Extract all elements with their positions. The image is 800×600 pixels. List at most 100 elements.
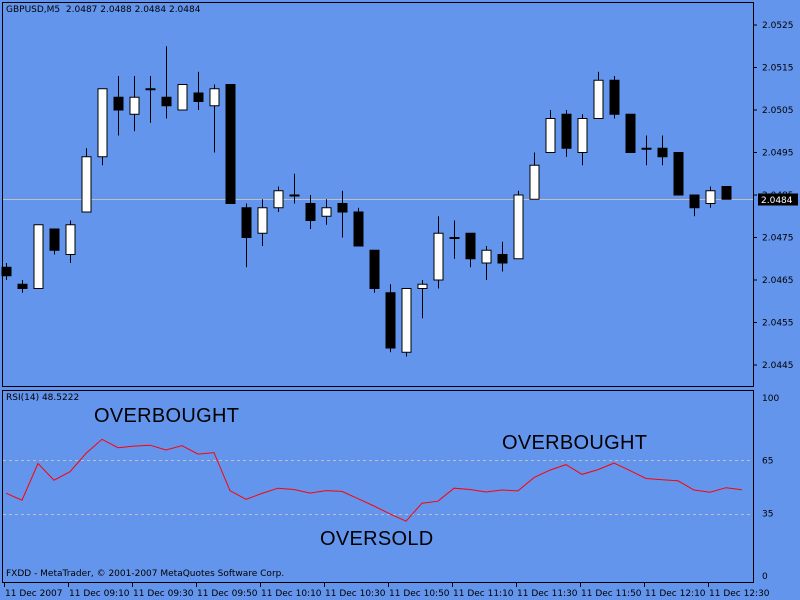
candle [417,280,428,319]
bull-candle-body [97,88,108,158]
bear-candle-body [657,147,668,158]
candle [145,76,156,123]
main-chart-frame [2,2,754,387]
candle [481,246,492,280]
candle [273,186,284,212]
copyright-footer: FXDD - MetaTrader, © 2001-2007 MetaQuote… [6,569,285,579]
time-tick-label: 11 Dec 11:10 [453,589,514,599]
bull-candle-body [449,237,460,239]
rsi-series [5,438,743,522]
bull-candle-body [401,288,412,353]
bear-candle-body [49,228,60,251]
rsi-line [5,438,743,522]
rsi-tick-label: 0 [762,572,768,582]
candle [337,190,348,238]
rsi-title: RSI(14) 48.5222 [6,393,80,403]
candle [401,288,412,357]
bear-candle-body [193,92,204,102]
candle [385,284,396,353]
candle [689,194,700,217]
ohlc-readout: 2.0487 2.0488 2.0484 2.0484 [65,5,201,15]
rsi-tick-label: 35 [762,510,773,520]
bull-candle-body [209,88,220,107]
time-tick-label: 11 Dec 09:30 [133,589,194,599]
candle [577,114,588,166]
bear-candle-body [625,113,636,153]
bear-candle-body [305,203,316,221]
candle [241,203,252,268]
candle [657,135,668,166]
bear-candle-body [353,211,364,247]
rsi-tick-label: 65 [762,456,773,466]
candle [225,84,236,204]
bull-candle-body [545,118,556,153]
candle [193,71,204,110]
bear-candle-body [1,266,12,277]
price-tick-label: 2.0495 [762,149,794,159]
bear-candle-body [337,203,348,213]
candle [673,152,684,196]
bull-candle-body [129,96,140,115]
candle [561,110,572,157]
bear-candle-body [673,152,684,196]
bull-candle-body [593,79,604,119]
time-tick-label: 11 Dec 10:30 [325,589,386,599]
bear-candle-body [465,232,476,260]
bull-candle-body [81,156,92,213]
current-price-label: 2.0484 [761,196,793,206]
bear-candle-body [721,186,732,200]
bear-candle-body [161,96,172,107]
bull-candle-body [481,249,492,264]
axis-layer: 2.05252.05152.05052.04952.04852.04752.04… [4,21,798,599]
price-tick-label: 2.0515 [762,64,794,74]
bull-candle-body [273,190,284,209]
rsi-subwindow-frame [2,390,754,583]
current-price-box [758,193,798,206]
bull-candle-body [145,88,156,91]
bull-candle-body [513,194,524,260]
bull-candle-body [33,224,44,289]
candle [113,76,124,136]
bear-candle-body [113,96,124,111]
candle [465,232,476,268]
time-tick-label: 11 Dec 10:50 [389,589,450,599]
bull-candle-body [257,207,268,234]
candle [33,224,44,289]
time-tick-label: 11 Dec 2007 [5,589,63,599]
time-tick-label: 11 Dec 11:50 [581,589,642,599]
candle [705,186,716,208]
chart-grid-layer [3,199,753,515]
price-tick-label: 2.0525 [762,21,794,31]
bear-candle-body [225,84,236,204]
candle [17,280,28,293]
symbol-title: GBPUSD,M5 [6,5,61,15]
bear-candle-body [241,207,252,238]
bear-candle-body [17,283,28,289]
time-tick-label: 11 Dec 09:50 [197,589,258,599]
candle [497,241,508,272]
time-tick-label: 11 Dec 12:30 [709,589,770,599]
candle [81,148,92,213]
bull-candle-body [577,118,588,153]
bear-candle-body [689,194,700,209]
candle [353,207,364,247]
bull-candle-body [417,283,428,289]
bull-candle-body [433,232,444,281]
candle [289,173,300,204]
bear-candle-body [385,292,396,349]
candle [369,249,380,293]
candle [129,76,140,132]
oversold-annotation: OVERSOLD [320,528,434,550]
time-tick-label: 11 Dec 12:10 [645,589,706,599]
candle [433,216,444,289]
rsi-tick-label: 100 [762,394,779,404]
price-tick-label: 2.0475 [762,234,794,244]
time-tick-label: 11 Dec 11:30 [517,589,578,599]
candle [97,88,108,166]
overbought-annotation-2: OVERBOUGHT [502,432,648,454]
bull-candle-body [65,224,76,255]
candle [161,46,172,119]
time-tick-label: 11 Dec 10:10 [261,589,322,599]
candle [321,199,332,225]
